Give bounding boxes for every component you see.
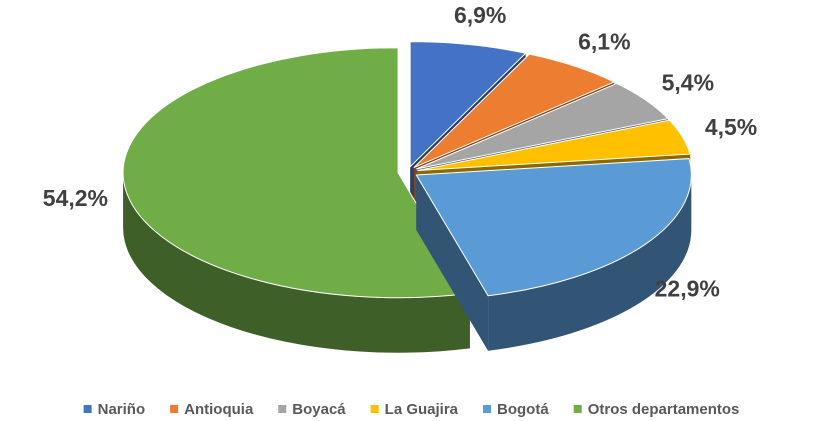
slice: [416, 82, 670, 170]
legend-swatch: [370, 405, 379, 413]
data-label: 22,9%: [655, 276, 720, 302]
data-label: 54,2%: [43, 185, 108, 211]
slice: [413, 53, 616, 169]
legend-swatch: [483, 405, 492, 413]
slice: [122, 47, 471, 299]
legend-label: Boyacá: [292, 401, 346, 418]
legend-swatch: [83, 405, 92, 413]
legend-label: Bogotá: [497, 401, 549, 418]
data-label: 4,5%: [705, 114, 757, 140]
data-label: 6,9%: [454, 2, 506, 28]
legend-label: Nariño: [98, 401, 146, 418]
legend-label: Otros departamentos: [588, 401, 740, 418]
legend-swatch: [170, 405, 179, 413]
slice: [415, 158, 692, 297]
slice-side: [416, 175, 489, 351]
slice-side: [488, 175, 692, 351]
legend-swatch: [573, 405, 582, 413]
data-label: 6,1%: [578, 28, 630, 54]
slice: [417, 119, 691, 172]
slice-side: [123, 172, 470, 353]
legend-swatch: [278, 405, 287, 413]
legend-label: Antioquia: [184, 401, 254, 418]
legend-label: La Guajira: [385, 401, 459, 418]
slice: [409, 41, 527, 168]
data-label: 5,4%: [662, 70, 714, 96]
